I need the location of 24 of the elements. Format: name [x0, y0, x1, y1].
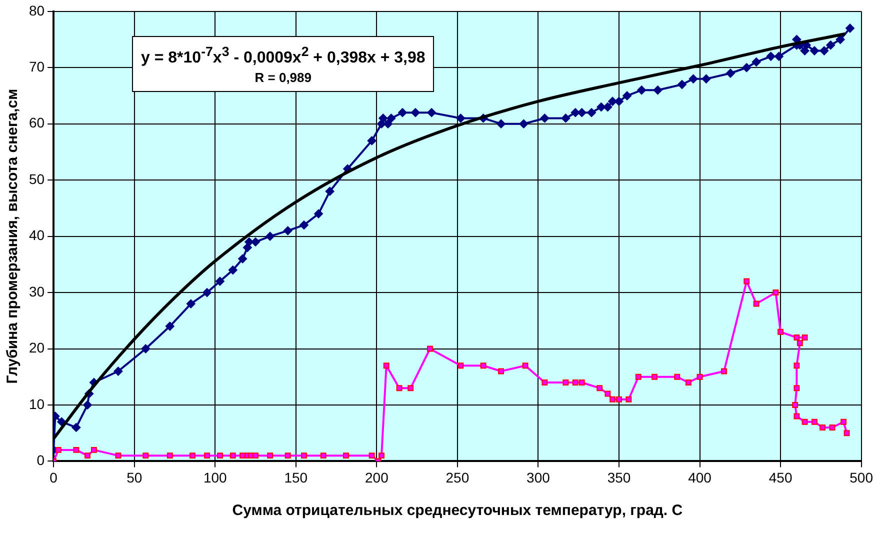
x-tick-label: 200	[364, 469, 389, 486]
x-tick-label: 450	[768, 469, 792, 486]
annotation: R = 0,989	[254, 69, 313, 88]
x-tick-label: 150	[284, 469, 308, 486]
x-tick-label: 500	[850, 469, 874, 486]
x-tick-label: 100	[203, 469, 228, 486]
y-tick-label: 10	[28, 396, 45, 412]
y-tick-label: 80	[28, 2, 45, 18]
x-axis-title: Сумма отрицательных среднесуточных температур, град. С	[232, 502, 683, 520]
y-tick-label: 70	[28, 58, 45, 74]
y-tick-label: 40	[28, 227, 45, 244]
y-tick-label: 50	[28, 170, 45, 187]
x-tick-label: 300	[526, 469, 550, 486]
x-tick-label: 250	[446, 469, 470, 486]
y-tick-label: 20	[28, 340, 45, 356]
x-tick-label: 400	[688, 469, 712, 486]
x-tick-label: 350	[607, 469, 631, 486]
y-tick-label: 0	[36, 452, 45, 468]
annotation: y = 8*10$^{-7}$x$^{3}$ - 0,0009x$^{2}$ + 0,398x + 3,98	[141, 43, 426, 68]
y-tick-label: 60	[28, 114, 45, 131]
x-tick-label: 50	[126, 469, 142, 486]
y-axis-title: Глубина промерзания, высота снега,см	[4, 88, 22, 384]
y-tick-label: 30	[28, 283, 45, 300]
x-tick-label: 0	[50, 469, 58, 486]
